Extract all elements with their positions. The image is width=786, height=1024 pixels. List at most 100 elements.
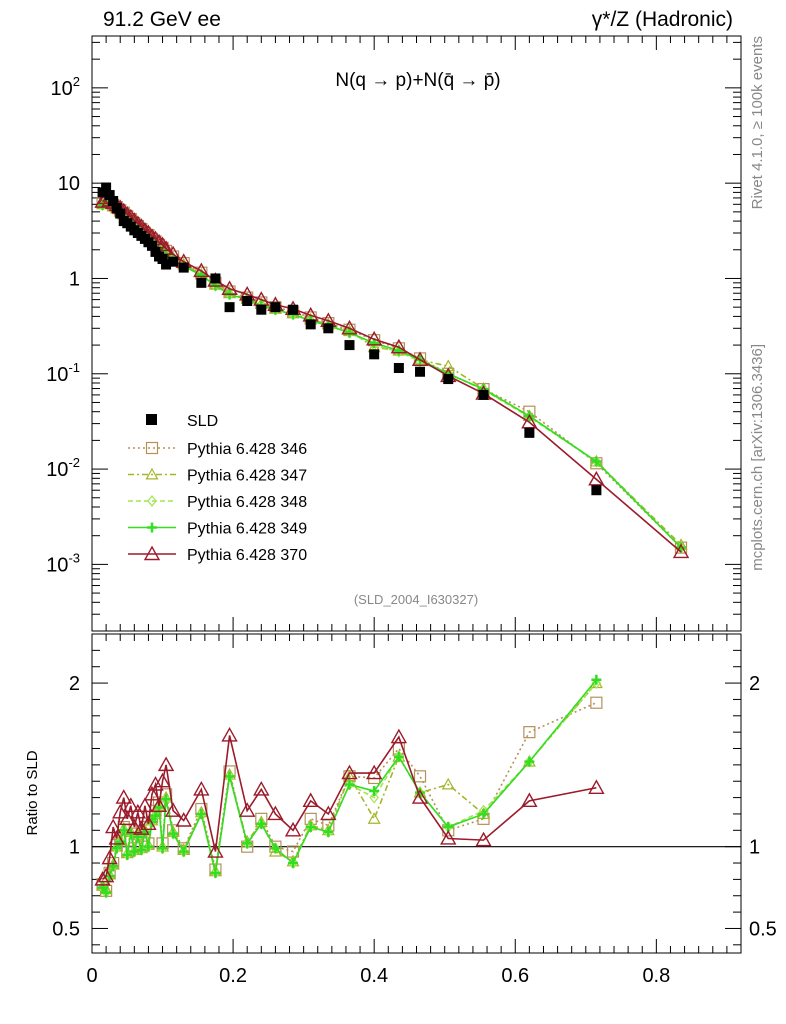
legend-marker	[145, 467, 159, 480]
data-point	[108, 195, 119, 206]
ratio-marker	[284, 821, 302, 837]
ratio-marker	[94, 870, 111, 886]
ratio-marker	[210, 867, 221, 878]
ratio-marker	[367, 812, 381, 824]
ratio-tick-label-right: 2	[749, 673, 760, 695]
ratio-axes: 0.5 0.5 1 1 2 2	[52, 649, 777, 946]
ratio-marker	[256, 818, 267, 829]
ratio-marker	[136, 797, 154, 812]
data-point	[256, 304, 267, 315]
analysis-watermark: (SLD_2004_I630327)	[354, 592, 478, 607]
ratio-marker	[221, 726, 238, 742]
ratio-marker	[133, 820, 150, 835]
y-tick-label: 102	[51, 74, 80, 100]
ratio-tick-label-right: 0.5	[749, 918, 777, 940]
data-point	[369, 349, 380, 360]
data-point	[415, 366, 426, 377]
ratio-marker	[122, 849, 133, 860]
data-point	[115, 208, 126, 219]
ratio-marker	[118, 825, 129, 836]
ratio-marker	[207, 843, 224, 858]
ratio-marker	[320, 805, 337, 821]
ratio-marker	[253, 780, 270, 796]
data-point	[242, 296, 253, 307]
ratio-marker	[143, 785, 161, 801]
ratio-marker	[344, 779, 355, 790]
ratio-marker	[193, 780, 210, 796]
data-point	[178, 262, 189, 273]
legend-marker	[147, 522, 157, 533]
x-tick-label: 0	[86, 965, 97, 987]
ratio-marker	[161, 794, 172, 805]
data-point	[591, 485, 602, 496]
series-marker	[341, 319, 358, 335]
data-point	[478, 389, 489, 400]
series-marker	[588, 470, 605, 486]
ratio-series-group	[94, 674, 605, 899]
ratio-marker	[115, 789, 132, 804]
ratio-marker	[390, 728, 408, 744]
mcplots-citation-label: mcplots.cern.ch [arXiv:1306.3436]	[749, 344, 766, 571]
ratio-marker	[126, 818, 143, 834]
legend-label: Pythia 6.428 347	[187, 468, 307, 485]
series-marker	[591, 456, 602, 467]
ratio-marker	[591, 677, 602, 690]
data-point	[224, 302, 235, 313]
ratio-marker	[521, 792, 538, 808]
series-marker	[344, 327, 355, 338]
ratio-marker	[411, 789, 429, 804]
ratio-marker	[97, 867, 115, 883]
ratio-marker	[104, 818, 122, 834]
legend-label-data: SLD	[187, 413, 218, 430]
ratio-marker	[111, 843, 122, 854]
ratio-marker	[108, 830, 125, 845]
data-point	[288, 304, 299, 315]
legend-marker-data	[146, 414, 157, 425]
header-right-label: γ*/Z (Hadronic)	[592, 8, 733, 31]
legend: SLD Pythia 6.428 346 Pythia 6.428 347 Pythi…	[128, 413, 307, 564]
ratio-marker	[143, 841, 154, 852]
y-tick-label: 10	[58, 173, 80, 195]
data-point	[168, 256, 179, 267]
data-point	[210, 273, 221, 284]
ratio-marker	[136, 844, 147, 855]
data-point	[104, 190, 115, 201]
ratio-marker	[129, 846, 140, 857]
ratio-marker	[413, 770, 427, 783]
legend-label: Pythia 6.428 348	[187, 494, 307, 511]
ratio-marker	[140, 815, 157, 830]
ratio-marker	[478, 808, 489, 819]
ratio-line-1	[101, 701, 597, 894]
legend-marker	[147, 495, 157, 507]
data-point	[146, 240, 157, 251]
ratio-marker	[157, 756, 175, 772]
data-point	[344, 340, 355, 351]
y-tick-label: 10-3	[46, 550, 80, 576]
y-tick-label: 10-1	[46, 360, 80, 386]
plot-title: N(q → p)+N(q̄ → p̄)	[335, 70, 500, 91]
y-tick-label: 10-2	[46, 455, 80, 481]
ratio-marker	[341, 764, 358, 780]
ratio-marker	[323, 826, 334, 837]
ratio-marker	[157, 843, 168, 854]
data-point	[101, 182, 112, 193]
ratio-marker	[101, 849, 118, 865]
ratio-marker	[323, 825, 334, 838]
ratio-marker	[369, 786, 380, 797]
ratio-marker	[441, 777, 455, 790]
data-point	[323, 323, 334, 334]
ratio-marker	[305, 822, 316, 833]
ratio-line-5	[102, 735, 597, 880]
ratio-tick-label-left: 2	[69, 673, 80, 695]
data-point	[161, 259, 172, 270]
series-marker	[154, 236, 171, 252]
ratio-marker	[270, 843, 281, 854]
ratio-marker	[224, 771, 235, 782]
ratio-marker	[523, 726, 536, 739]
ratio-marker	[150, 797, 168, 812]
ratio-marker	[154, 772, 171, 788]
ratio-marker	[150, 810, 161, 821]
legend-marker	[145, 441, 159, 455]
series-marker	[390, 338, 408, 354]
